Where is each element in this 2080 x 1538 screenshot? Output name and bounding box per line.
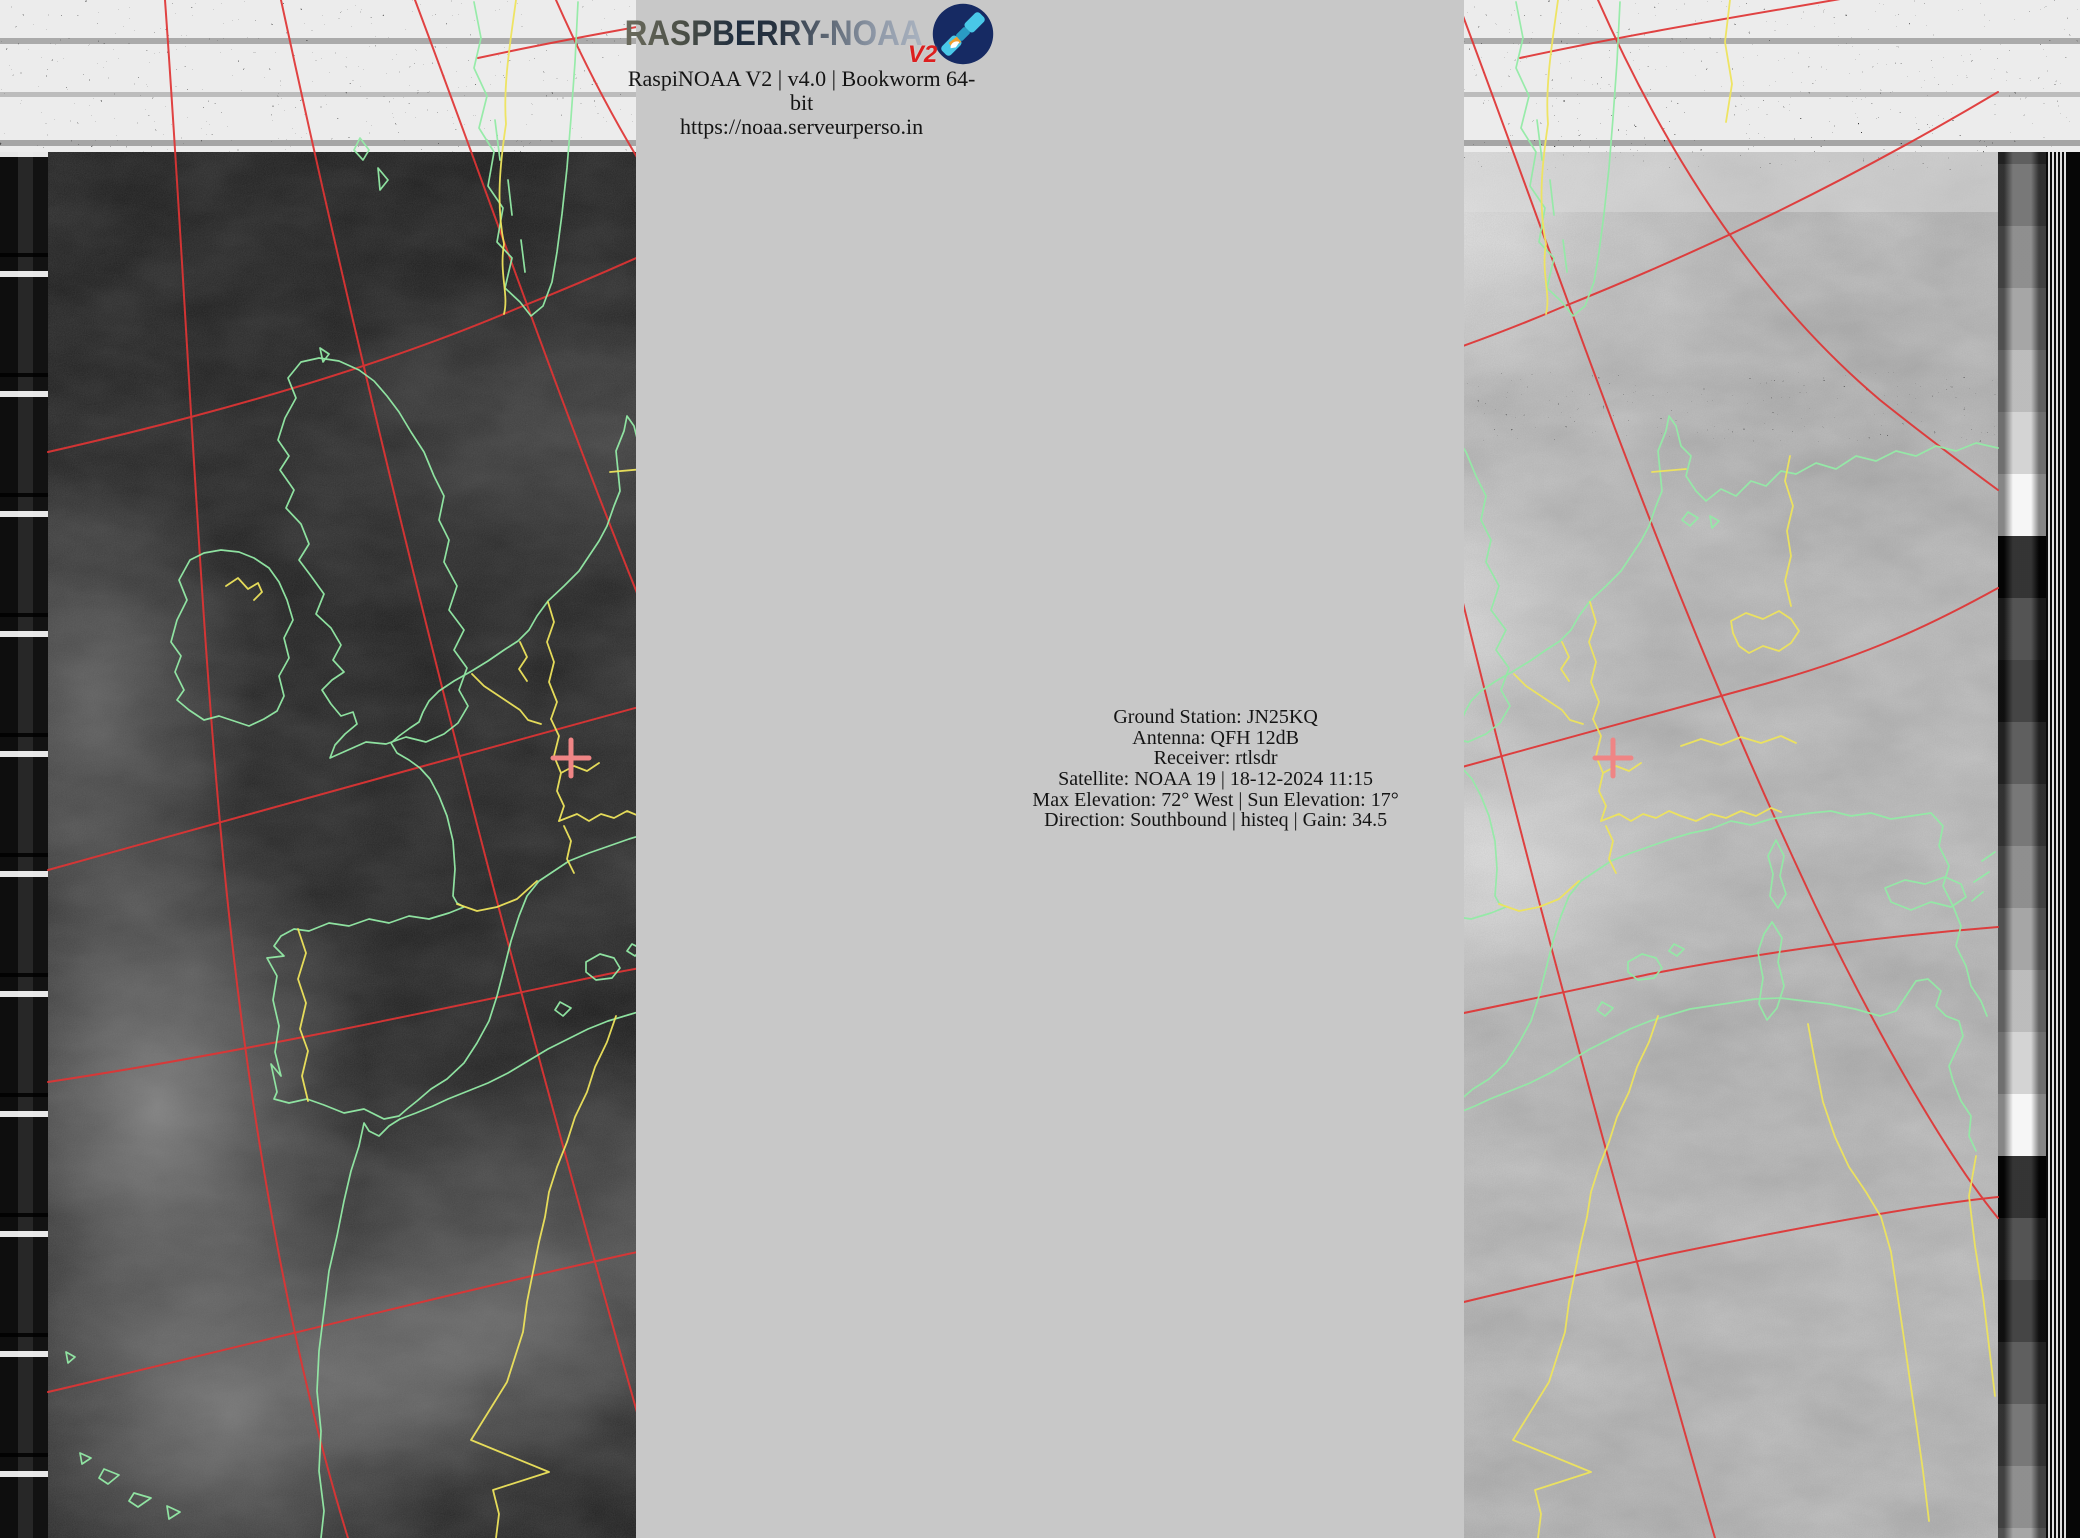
sync-column-a	[0, 0, 48, 1538]
branding-section: RASPBERRY-NOAA V2 RaspiNOAA V	[625, 0, 994, 1538]
capture-info-footer: RASPBERRY-NOAA V2 RaspiNOAA V	[625, 0, 1464, 1538]
pass-details-section: Ground Station: JN25KQ Antenna: QFH 12dB…	[967, 0, 1464, 1538]
direction-gain-line: Direction: Southbound | histeq | Gain: 3…	[1044, 809, 1388, 832]
receiver-line: Receiver: rtlsdr	[1153, 747, 1278, 770]
logo-row: RASPBERRY-NOAA V2	[608, 1, 995, 68]
ground-station-line: Ground Station: JN25KQ	[1113, 706, 1318, 729]
satellite-badge-icon	[931, 2, 995, 66]
right-black-edge	[2066, 0, 2080, 1538]
logo-v2-label: V2	[907, 41, 938, 68]
software-version-line1: RaspiNOAA V2 | v4.0 | Bookworm 64-	[627, 66, 976, 91]
sync-column-right	[2046, 0, 2066, 1538]
elevation-line: Max Elevation: 72° West | Sun Elevation:…	[1032, 788, 1399, 811]
satellite-pass-line: Satellite: NOAA 19 | 18-12-2024 11:15	[1058, 768, 1374, 790]
station-url-link[interactable]: https://noaa.serveurperso.in	[680, 114, 924, 139]
software-version-line2: bit	[789, 90, 814, 115]
raspberry-noaa-logo-text: RASPBERRY-NOAA	[624, 14, 923, 53]
antenna-line: Antenna: QFH 12dB	[1132, 726, 1299, 749]
telemetry-wedges-b	[1998, 0, 2046, 1538]
